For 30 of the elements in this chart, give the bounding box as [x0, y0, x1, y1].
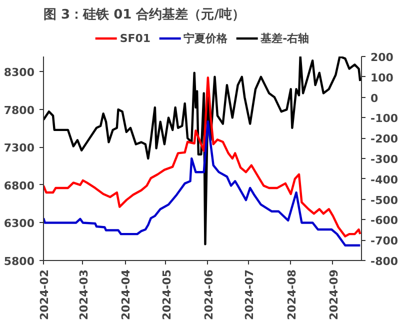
y2-tick-label: 0 [370, 92, 378, 105]
y2-tick-label: -200 [370, 132, 398, 146]
x-tick-label: 2024-04 [120, 269, 133, 320]
y-tick-label: 7800 [4, 104, 35, 117]
legend-label: 基差-右轴 [260, 30, 310, 46]
y2-tick-label: -400 [370, 173, 398, 186]
x-tick-label: 2024-02 [38, 269, 51, 320]
y2-tick-label: -600 [370, 214, 398, 228]
y-tick-label: 7300 [4, 142, 35, 155]
y2-tick-label: -800 [370, 255, 398, 268]
y-tick-label: 5800 [4, 255, 35, 268]
legend-label: SF01 [120, 32, 151, 44]
x-tick-label: 2024-06 [202, 269, 216, 320]
line-series [44, 120, 362, 246]
y2-tick-label: 100 [370, 71, 394, 84]
x-tick-label: 2024-07 [243, 269, 256, 320]
x-tick-label: 2024-09 [327, 269, 340, 320]
y2-tick-label: -500 [370, 194, 398, 207]
y-tick-label: 8300 [4, 66, 35, 80]
y-tick-label: 6300 [4, 217, 35, 230]
y2-tick-label: -300 [370, 153, 398, 166]
legend-label: 宁夏价格 [184, 30, 228, 46]
y2-tick-label: -700 [370, 234, 398, 248]
x-tick-label: 2024-03 [77, 269, 90, 320]
x-tick-label: 2024-08 [285, 269, 298, 320]
y-tick-label: 6800 [4, 179, 35, 192]
y2-tick-label: -100 [370, 112, 398, 126]
x-tick-label: 2024-05 [160, 269, 174, 320]
y2-tick-label: 200 [370, 51, 394, 64]
chart-title: 图 3：硅铁 01 合约基差（元/吨） [44, 6, 245, 22]
